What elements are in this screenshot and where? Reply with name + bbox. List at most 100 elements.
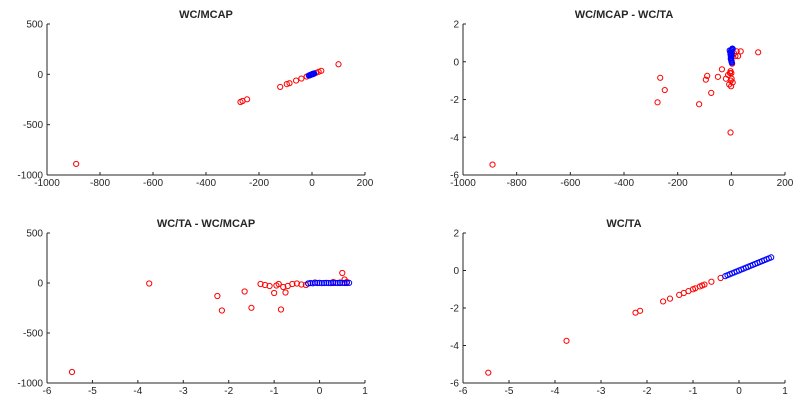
data-point-red xyxy=(298,281,305,288)
data-point-blue xyxy=(332,279,339,286)
x-tick-label: -1000 xyxy=(34,178,60,189)
data-point-red xyxy=(298,75,305,82)
data-point-red xyxy=(637,307,644,314)
x-tick-label: -800 xyxy=(507,178,527,189)
data-point-red xyxy=(146,280,153,287)
data-point-blue xyxy=(728,57,735,64)
x-tick-label: -6 xyxy=(43,386,52,397)
x-tick-label: 1 xyxy=(782,386,788,397)
y-tick-label: 2 xyxy=(453,229,459,240)
plot-title: WC/MCAP - WC/TA xyxy=(575,9,674,21)
data-point-red xyxy=(339,269,346,277)
plot-title: WC/TA xyxy=(606,218,641,230)
data-point-red xyxy=(704,72,711,80)
y-tick-label: 0 xyxy=(453,57,459,68)
plot-1: WC/MCAP -1000 -800 -600 -400 -200 0 200 -1000 -50… xyxy=(17,9,373,189)
data-point-blue xyxy=(311,279,319,286)
data-point-red xyxy=(696,101,703,108)
data-point-red xyxy=(654,99,661,106)
data-point-red xyxy=(666,295,674,302)
data-point-red xyxy=(283,81,290,88)
data-point-red xyxy=(729,79,736,86)
x-tick-label: -600 xyxy=(143,178,163,189)
data-point-red xyxy=(657,74,664,81)
x-tick-label: 0 xyxy=(729,178,735,189)
data-point-red xyxy=(293,77,300,84)
data-point-blue xyxy=(325,279,332,287)
x-tick-label: 1 xyxy=(362,386,368,397)
data-point-red xyxy=(277,306,285,313)
data-point-red xyxy=(214,292,221,300)
data-point-blue xyxy=(318,280,325,287)
data-point-blue xyxy=(768,254,775,261)
data-point-red xyxy=(718,66,726,73)
y-tick-label: -4 xyxy=(450,341,459,352)
data-point-red xyxy=(737,48,744,55)
data-point-red xyxy=(489,161,496,168)
x-tick-label: 0 xyxy=(736,386,742,397)
data-point-red xyxy=(277,83,284,91)
y-tick-label: -4 xyxy=(450,133,459,144)
data-point-red xyxy=(708,89,715,96)
x-tick-label: -5 xyxy=(505,386,514,397)
data-point-red xyxy=(73,160,80,168)
data-point-blue xyxy=(311,70,318,77)
data-point-red xyxy=(661,86,668,94)
data-point-red xyxy=(726,81,733,88)
y-tick-label: 0 xyxy=(37,279,43,290)
data-point-blue xyxy=(339,279,346,286)
x-tick-label: 0 xyxy=(317,386,323,397)
data-point-red xyxy=(248,304,255,311)
x-tick-label: -5 xyxy=(88,386,97,397)
data-point-red xyxy=(563,337,570,344)
x-tick-label: 200 xyxy=(357,178,374,189)
data-point-blue xyxy=(327,280,335,287)
x-tick-label: 0 xyxy=(309,178,315,189)
x-tick-label: -400 xyxy=(614,178,634,189)
x-tick-label: -2 xyxy=(224,386,233,397)
x-tick-label: 200 xyxy=(777,178,794,189)
data-point-red xyxy=(734,52,742,60)
data-point-red xyxy=(275,280,282,288)
plot-2: WC/MCAP - WC/TA -1000 -800 -600 -400 -200 0 200… xyxy=(450,9,794,189)
data-point-blue xyxy=(316,279,323,286)
data-point-blue xyxy=(307,279,314,287)
x-tick-label: -1 xyxy=(689,386,698,397)
data-point-blue xyxy=(346,279,353,286)
data-point-red xyxy=(68,368,76,376)
data-point-blue xyxy=(314,279,321,287)
y-tick-label: 0 xyxy=(37,70,43,81)
data-point-red xyxy=(318,67,325,74)
x-tick-label: -4 xyxy=(133,386,142,397)
x-tick-label: -1000 xyxy=(450,178,476,189)
y-tick-label: -1000 xyxy=(17,171,43,182)
y-tick-label: 500 xyxy=(26,20,43,31)
data-point-red xyxy=(243,96,251,103)
data-point-red xyxy=(335,61,342,68)
x-tick-label: -600 xyxy=(560,178,580,189)
x-tick-label: -800 xyxy=(90,178,110,189)
x-tick-label: -1 xyxy=(270,386,279,397)
x-tick-label: -400 xyxy=(196,178,216,189)
x-tick-label: -6 xyxy=(459,386,468,397)
data-point-red xyxy=(241,288,248,295)
data-point-blue xyxy=(330,279,337,287)
data-point-red xyxy=(728,75,735,82)
x-tick-label: -200 xyxy=(668,178,688,189)
data-point-red xyxy=(714,73,722,80)
y-tick-label: -500 xyxy=(23,120,43,131)
y-tick-label: -500 xyxy=(23,329,43,340)
y-tick-label: -2 xyxy=(450,95,459,106)
plot-4: WC/TA -6 -5 -4 -3 -2 -1 0 1 -6 -4 -2 0 2 xyxy=(450,218,788,397)
x-tick-label: -3 xyxy=(597,386,606,397)
x-tick-label: -3 xyxy=(179,386,188,397)
data-point-red xyxy=(286,80,293,87)
x-tick-label: -2 xyxy=(643,386,652,397)
data-point-red xyxy=(727,129,734,136)
y-tick-label: -2 xyxy=(450,304,459,315)
data-point-red xyxy=(727,83,735,90)
y-tick-label: 500 xyxy=(26,229,43,240)
data-point-blue xyxy=(323,279,330,286)
x-tick-label: -200 xyxy=(249,178,269,189)
